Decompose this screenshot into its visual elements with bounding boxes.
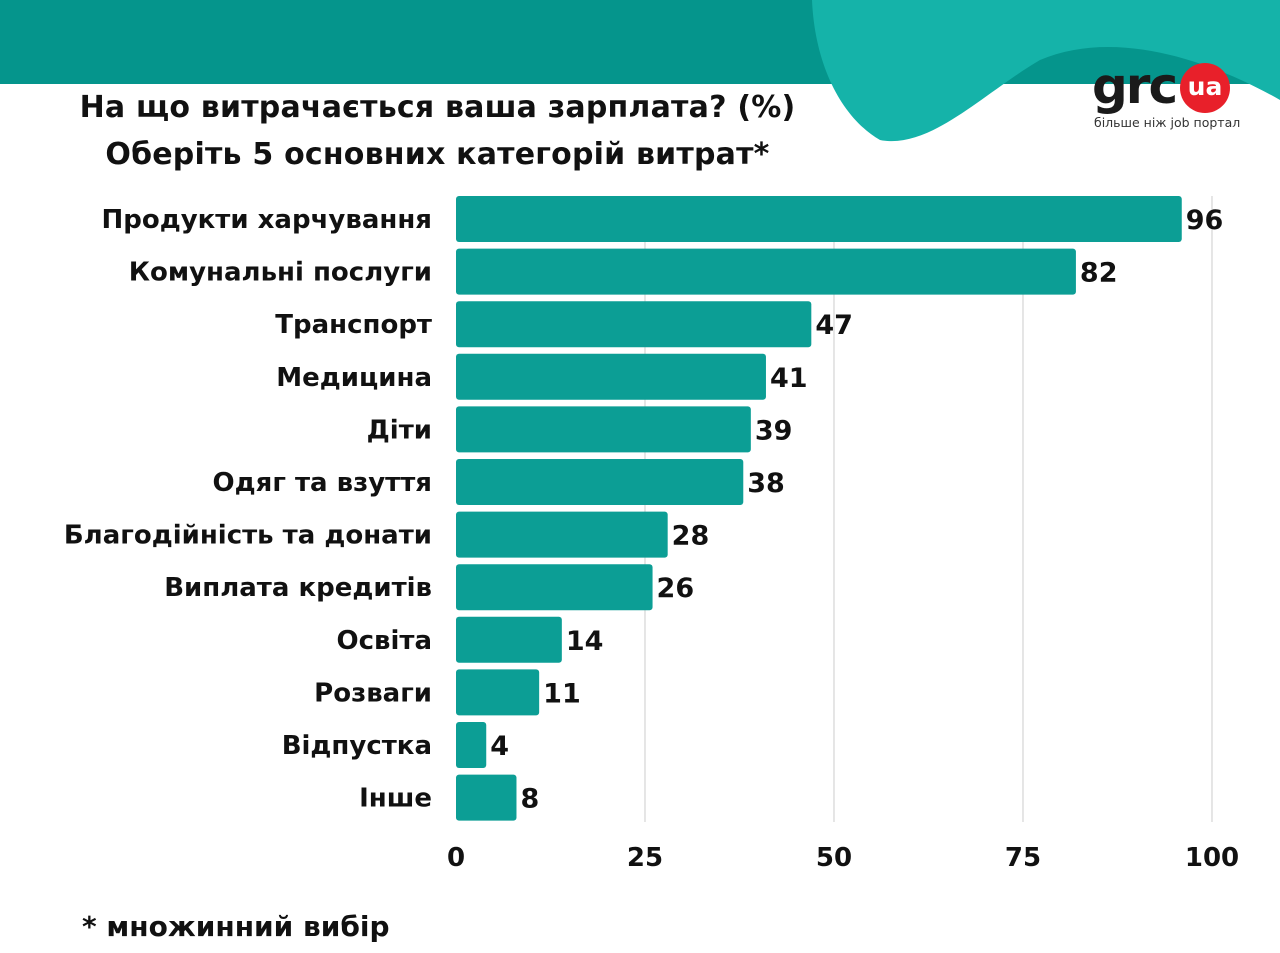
- data-label: 28: [672, 521, 710, 552]
- category-labels: Продукти харчування Комунальні послуги Тра…: [64, 205, 432, 814]
- data-label: 14: [566, 626, 604, 657]
- gridlines: [644, 196, 1213, 822]
- bar-благодійність-та-донати: [456, 511, 668, 558]
- bar-діти: [456, 406, 751, 453]
- category-label: Комунальні послуги: [129, 258, 432, 288]
- data-label: 26: [657, 573, 695, 604]
- header-banner: [0, 0, 1280, 142]
- category-label: Освіта: [337, 626, 433, 656]
- bar-розваги: [456, 669, 540, 716]
- category-label: Одяг та взуття: [213, 468, 432, 498]
- logo-tagline: більше ніж job портал: [1094, 115, 1241, 130]
- x-axis-ticks: 0 25 50 75 100: [447, 843, 1239, 873]
- category-label: Продукти харчування: [101, 205, 432, 235]
- bar-виплата-кредитів: [456, 564, 653, 611]
- bar-відпустка: [456, 722, 487, 768]
- footnote: * множинний вибір: [82, 910, 390, 943]
- bars: [456, 196, 1182, 821]
- category-label: Відпустка: [282, 731, 432, 761]
- bar-транспорт: [456, 301, 812, 348]
- category-label: Медицина: [276, 363, 432, 393]
- x-tick-label-50: 50: [816, 843, 852, 873]
- x-tick-label-100: 100: [1185, 843, 1239, 873]
- data-label: 4: [490, 731, 509, 762]
- banner-wave-light: [812, 0, 1280, 142]
- data-label: 8: [520, 784, 539, 815]
- x-tick-label-25: 25: [627, 843, 663, 873]
- bar-медицина: [456, 353, 766, 400]
- category-label: Благодійність та донати: [64, 521, 432, 551]
- category-label: Розваги: [314, 678, 432, 708]
- chart-title: На що витрачається ваша зарплата? (%): [79, 90, 796, 125]
- data-label: 82: [1080, 258, 1118, 289]
- bar-chart: Продукти харчування Комунальні послуги Тра…: [64, 196, 1239, 873]
- bar-інше: [456, 774, 517, 821]
- bar-освіта: [456, 616, 562, 663]
- logo-text: grc: [1092, 57, 1178, 115]
- category-label: Інше: [359, 784, 432, 814]
- bar-продукти-харчування: [456, 196, 1182, 242]
- data-label: 39: [755, 415, 793, 446]
- category-label: Діти: [367, 415, 432, 445]
- data-label: 41: [770, 363, 808, 394]
- x-tick-label-75: 75: [1005, 843, 1041, 873]
- data-label: 47: [815, 310, 853, 341]
- grc-logo: grc ua більше ніж job портал: [1092, 58, 1242, 138]
- bar-комунальні-послуги: [456, 248, 1076, 295]
- chart-subtitle: Оберіть 5 основних категорій витрат*: [105, 137, 770, 172]
- category-label: Виплата кредитів: [164, 573, 432, 603]
- category-label: Транспорт: [275, 310, 432, 340]
- x-tick-label-0: 0: [447, 843, 465, 873]
- data-label: 96: [1186, 205, 1224, 236]
- data-label: 38: [747, 468, 785, 499]
- bar-одяг-та-взуття: [456, 459, 744, 505]
- logo-badge: ua: [1180, 63, 1230, 113]
- data-label: 11: [543, 678, 581, 709]
